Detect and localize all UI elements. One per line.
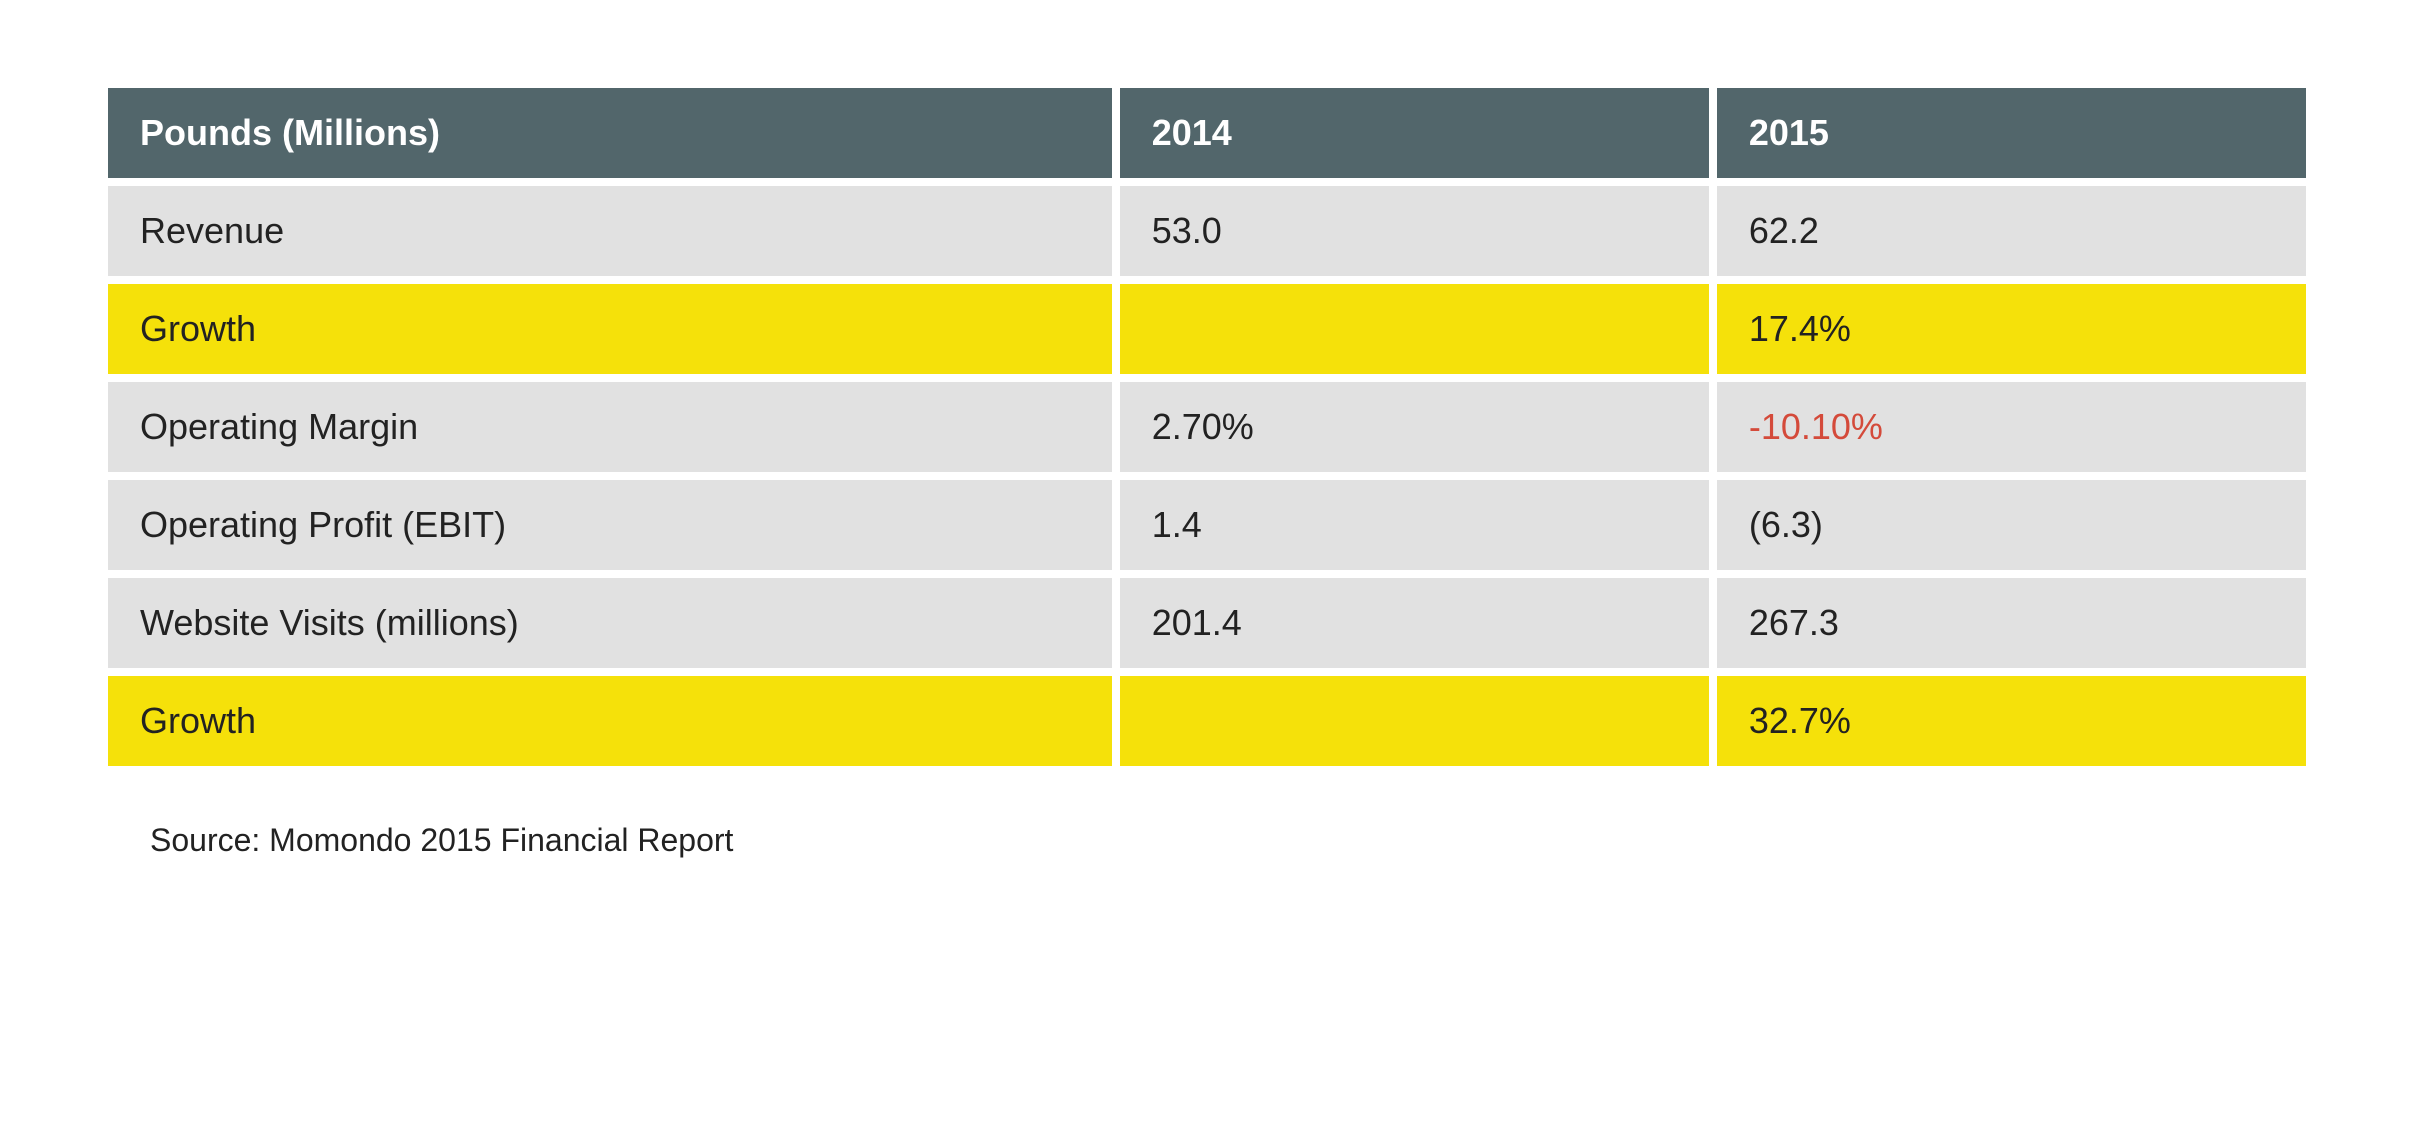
row-value-2014: 2.70% — [1120, 382, 1709, 472]
row-value-2015: 267.3 — [1717, 578, 2306, 668]
table-row: Revenue53.062.2 — [108, 186, 2306, 276]
row-value-2014: 201.4 — [1120, 578, 1709, 668]
row-value-2014: 1.4 — [1120, 480, 1709, 570]
table-header-2014: 2014 — [1120, 88, 1709, 178]
row-label: Growth — [108, 676, 1112, 766]
table-row: Website Visits (millions)201.4267.3 — [108, 578, 2306, 668]
table-row: Operating Margin2.70%-10.10% — [108, 382, 2306, 472]
table-row: Growth 32.7% — [108, 676, 2306, 766]
table-header-metric: Pounds (Millions) — [108, 88, 1112, 178]
row-value-2014 — [1120, 676, 1709, 766]
row-value-2015: 62.2 — [1717, 186, 2306, 276]
table-header-2015: 2015 — [1717, 88, 2306, 178]
source-text: Source: Momondo 2015 Financial Report — [100, 822, 2314, 859]
row-value-2015: 17.4% — [1717, 284, 2306, 374]
table-container: Pounds (Millions) 2014 2015 Revenue53.06… — [0, 0, 2414, 939]
table-row: Growth 17.4% — [108, 284, 2306, 374]
row-label: Operating Margin — [108, 382, 1112, 472]
row-label: Website Visits (millions) — [108, 578, 1112, 668]
table-body: Revenue53.062.2Growth17.4%Operating Marg… — [108, 186, 2306, 766]
row-value-2014: 53.0 — [1120, 186, 1709, 276]
row-label: Growth — [108, 284, 1112, 374]
row-value-2015: 32.7% — [1717, 676, 2306, 766]
row-value-2015: (6.3) — [1717, 480, 2306, 570]
row-value-2015: -10.10% — [1717, 382, 2306, 472]
row-label: Operating Profit (EBIT) — [108, 480, 1112, 570]
table-row: Operating Profit (EBIT)1.4(6.3) — [108, 480, 2306, 570]
row-label: Revenue — [108, 186, 1112, 276]
table-header-row: Pounds (Millions) 2014 2015 — [108, 88, 2306, 178]
financial-table: Pounds (Millions) 2014 2015 Revenue53.06… — [100, 80, 2314, 774]
row-value-2014 — [1120, 284, 1709, 374]
